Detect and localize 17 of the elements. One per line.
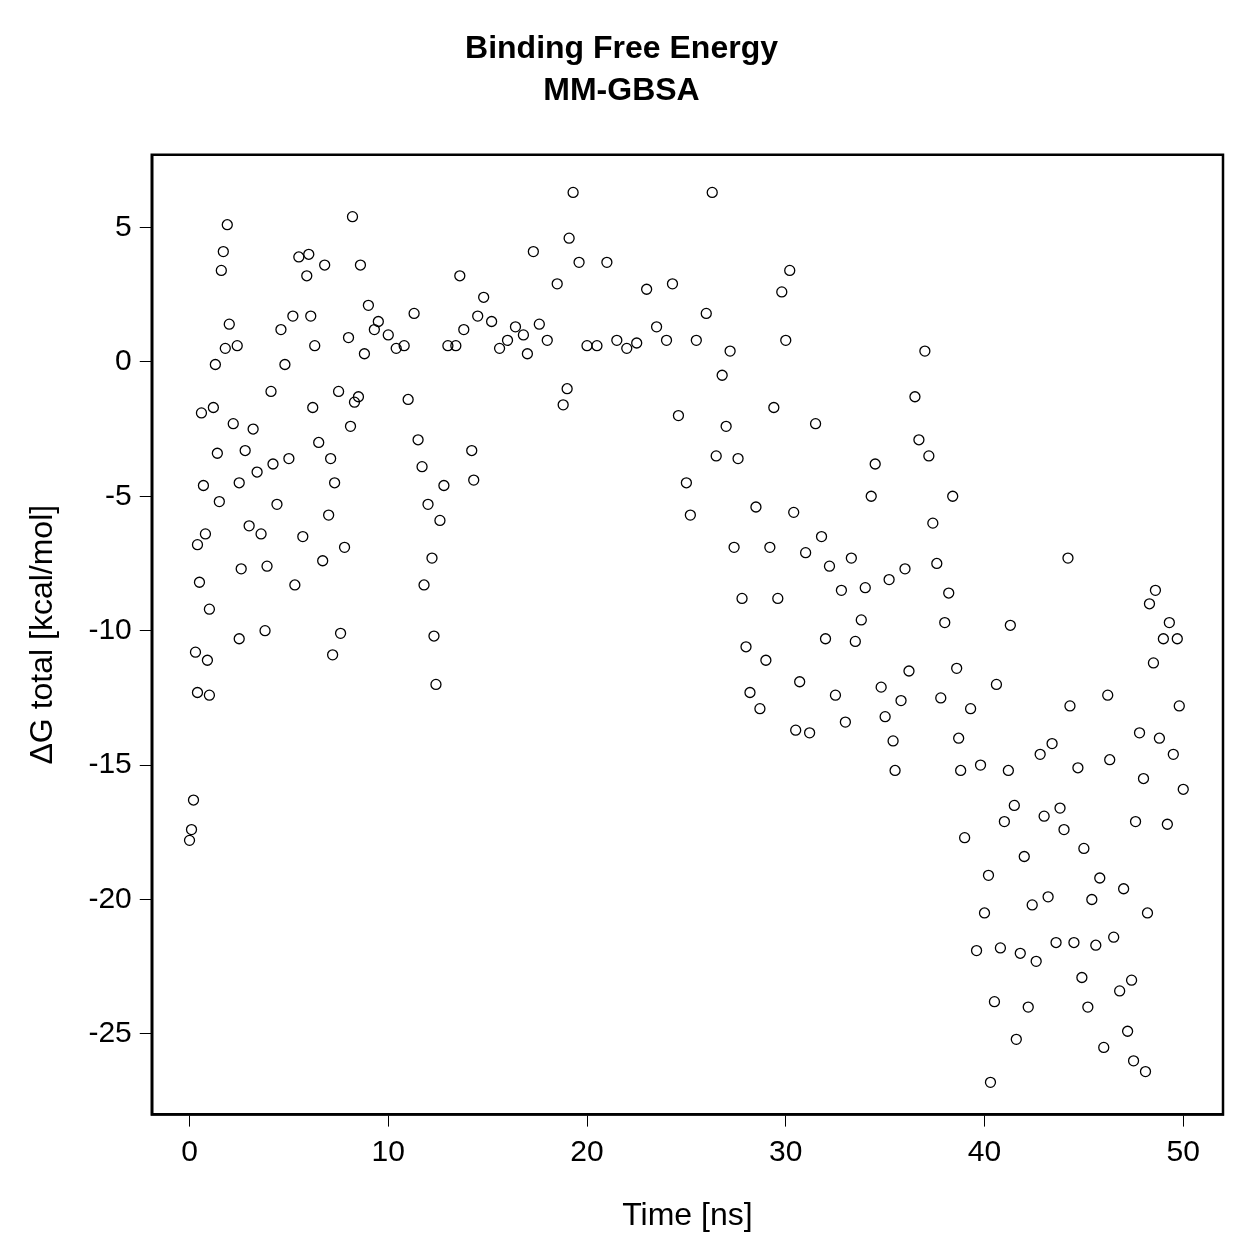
x-tick-label: 10 [371, 1133, 405, 1167]
x-tick-label: 40 [967, 1133, 1002, 1167]
y-tick-label: -25 [88, 1015, 132, 1049]
x-tick-label: 30 [769, 1133, 803, 1167]
y-tick-label: 5 [115, 208, 132, 242]
y-tick-label: -5 [105, 477, 132, 511]
x-tick-label: 20 [570, 1133, 604, 1167]
y-tick-label: -20 [88, 880, 132, 914]
chart-subtitle: MM-GBSA [543, 71, 700, 108]
x-tick-label: 50 [1166, 1133, 1200, 1167]
y-tick-label: -10 [88, 611, 132, 645]
x-axis-title: Time [ns] [622, 1195, 753, 1232]
y-axis-title: ΔG total [kcal/mol] [23, 504, 60, 765]
x-tick-label: 0 [181, 1133, 198, 1167]
y-tick-label: 0 [115, 343, 132, 377]
y-tick-label: -15 [88, 746, 132, 780]
chart-title: Binding Free Energy [465, 29, 779, 66]
